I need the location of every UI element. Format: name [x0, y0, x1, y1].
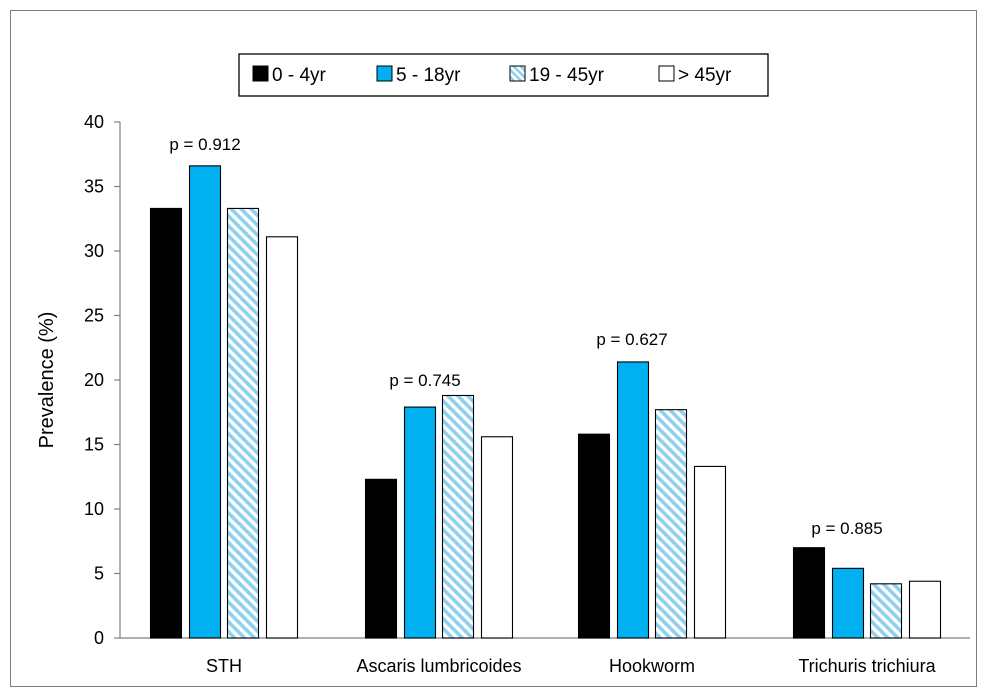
bars [149, 165, 942, 639]
legend-label: 19 - 45yr [529, 65, 605, 86]
legend-box [238, 53, 769, 97]
bar-518yr-0 [188, 165, 222, 639]
bar-1945yr-0 [226, 207, 260, 639]
legend: 0 - 4yr 5 - 18yr 19 - 45yr > 45yr [238, 53, 769, 97]
legend-swatch [376, 65, 393, 82]
p-value-annotation: p = 0.912 [169, 135, 240, 154]
legend-label: 5 - 18yr [396, 65, 461, 86]
legend-label: 0 - 4yr [272, 65, 327, 86]
bar-1945yr-1 [441, 394, 475, 639]
x-category-label: Hookworm [609, 656, 695, 676]
legend-swatch [252, 65, 269, 82]
y-tick-label: 25 [84, 306, 104, 326]
y-tick-label: 30 [84, 241, 104, 261]
bar-1945yr-2 [654, 409, 688, 639]
bar-518yr-1 [403, 406, 437, 639]
bar-1945yr-3 [869, 583, 903, 639]
x-category-label: Trichuris trichiura [798, 656, 936, 676]
bar-04yr-3 [792, 547, 826, 639]
bar-45yr-3 [908, 580, 942, 639]
x-category-label: Ascaris lumbricoides [356, 656, 521, 676]
y-tick-label: 0 [94, 628, 104, 648]
p-value-annotation: p = 0.885 [811, 519, 882, 538]
p-value-annotation: p = 0.745 [389, 371, 460, 390]
y-tick-label: 10 [84, 499, 104, 519]
y-tick-label: 20 [84, 370, 104, 390]
bar-04yr-2 [577, 433, 611, 639]
y-tick-label: 40 [84, 112, 104, 132]
bar-518yr-2 [616, 361, 650, 639]
p-value-annotation: p = 0.627 [596, 330, 667, 349]
y-axis-title: Prevalence (%) [36, 312, 58, 449]
bar-45yr-1 [480, 436, 514, 639]
y-tick-label: 15 [84, 435, 104, 455]
bar-45yr-0 [265, 236, 299, 639]
legend-label: > 45yr [678, 65, 732, 86]
bar-45yr-2 [693, 465, 727, 639]
y-tick-label: 35 [84, 177, 104, 197]
bar-518yr-3 [831, 567, 865, 639]
legend-swatch [509, 65, 526, 82]
bar-04yr-1 [364, 478, 398, 639]
legend-swatch [658, 65, 675, 82]
x-category-label: STH [206, 656, 242, 676]
labels: 0 5 10 15 20 25 30 35 40 STH Ascaris lumbricoides H… [84, 112, 937, 676]
axes [114, 121, 970, 639]
bar-04yr-0 [149, 207, 183, 639]
y-tick-label: 5 [94, 564, 104, 584]
